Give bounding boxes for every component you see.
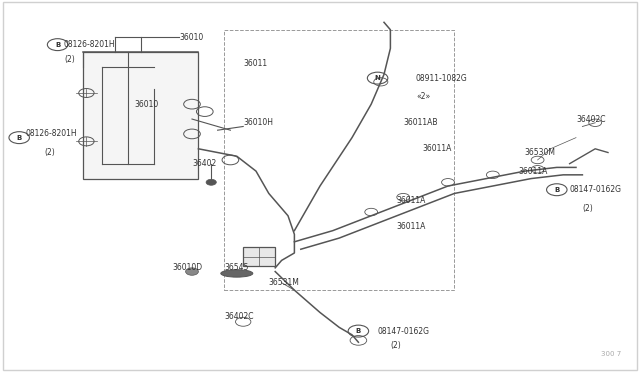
Text: 36011: 36011 [243,59,268,68]
Text: 36010: 36010 [134,100,159,109]
Text: (2): (2) [64,55,75,64]
Text: 36530M: 36530M [525,148,556,157]
Bar [224,30,454,290]
Text: 08126-8201H: 08126-8201H [64,40,116,49]
Text: 36011A: 36011A [397,196,426,205]
Text: «2»: «2» [416,92,430,101]
Text: 36010H: 36010H [243,118,273,127]
Text: 08147-0162G: 08147-0162G [378,327,429,336]
Text: 36402: 36402 [192,159,216,168]
Text: 36402C: 36402C [576,115,605,124]
Text: 36011A: 36011A [518,167,548,176]
Text: B: B [356,328,361,334]
Text: 36010: 36010 [179,33,204,42]
Text: 08126-8201H: 08126-8201H [26,129,77,138]
Text: 36010D: 36010D [173,263,203,272]
Text: 08911-1082G: 08911-1082G [416,74,468,83]
Text: 08147-0162G: 08147-0162G [570,185,621,194]
Bar [243,247,275,266]
Ellipse shape [221,270,253,277]
Text: B: B [554,187,559,193]
Text: (2): (2) [45,148,56,157]
Text: 36011AB: 36011AB [403,118,438,127]
Circle shape [206,179,216,185]
Text: 36545: 36545 [224,263,248,272]
Text: (2): (2) [582,204,593,213]
Text: B: B [17,135,22,141]
Text: 36531M: 36531M [269,278,300,287]
FancyBboxPatch shape [83,52,198,179]
Text: 36402C: 36402C [224,312,253,321]
Text: 300 7: 300 7 [600,351,621,357]
Text: 36011A: 36011A [422,144,452,153]
Text: 36011A: 36011A [397,222,426,231]
Text: N: N [374,75,381,81]
Text: (2): (2) [390,341,401,350]
Text: B: B [55,42,60,48]
Circle shape [186,268,198,275]
